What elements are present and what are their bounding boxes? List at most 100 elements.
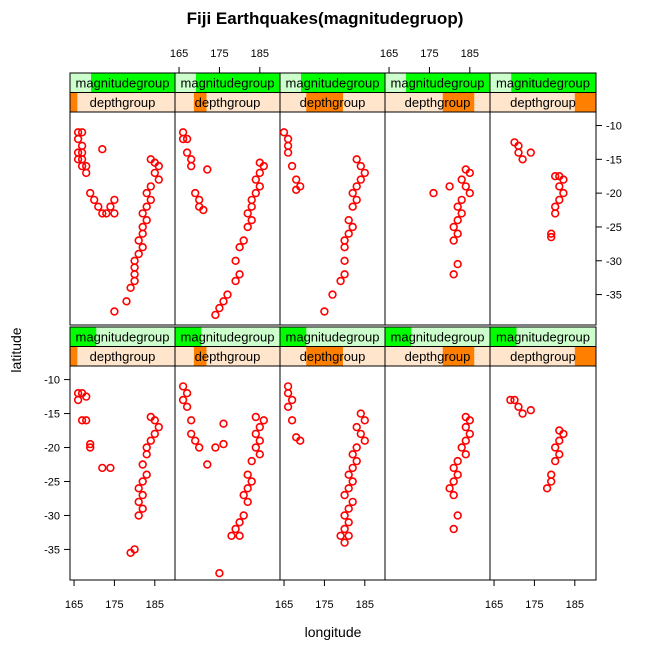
point-group xyxy=(506,395,568,493)
x-tick-label: 185 xyxy=(251,48,269,60)
depth-strip-level-bar xyxy=(70,346,78,366)
data-point xyxy=(352,195,361,205)
data-point xyxy=(89,195,99,205)
depth-strip: depthgroup xyxy=(489,346,597,367)
data-point xyxy=(259,416,268,425)
y-axis-label: latitude xyxy=(8,327,24,372)
data-point xyxy=(559,188,568,198)
data-point xyxy=(526,148,535,157)
data-point xyxy=(457,195,466,205)
data-point xyxy=(344,470,353,479)
data-point xyxy=(457,209,466,218)
data-point xyxy=(457,175,466,184)
panel-r1-c2: magnitudegroup depthgroup xyxy=(174,72,281,326)
data-point xyxy=(453,202,462,211)
data-point xyxy=(81,168,91,178)
data-point xyxy=(340,236,349,245)
data-point xyxy=(555,182,564,191)
data-point xyxy=(518,409,527,418)
x-tick-label: 185 xyxy=(146,599,164,611)
data-point xyxy=(235,518,244,527)
data-point xyxy=(247,456,256,466)
data-point xyxy=(550,443,560,452)
data-point xyxy=(126,283,135,292)
depth-strip-background xyxy=(490,346,596,366)
data-point xyxy=(352,155,361,164)
point-group xyxy=(73,389,164,557)
data-point xyxy=(235,270,244,279)
data-point xyxy=(219,297,228,306)
data-point xyxy=(138,222,147,232)
panel-border xyxy=(489,111,597,326)
data-point xyxy=(247,202,256,211)
point-group xyxy=(283,382,369,547)
data-point xyxy=(255,436,264,445)
data-point xyxy=(98,463,107,473)
data-point xyxy=(81,416,91,425)
data-point xyxy=(255,168,264,178)
data-point xyxy=(510,395,519,405)
data-point xyxy=(239,490,248,500)
data-point xyxy=(344,531,353,540)
data-point xyxy=(449,524,458,534)
data-point xyxy=(356,161,365,171)
data-point xyxy=(235,243,244,252)
data-point xyxy=(251,412,261,422)
data-point xyxy=(231,256,240,265)
data-point xyxy=(150,416,160,425)
panel-border xyxy=(489,365,597,581)
depth-strip-background xyxy=(70,346,175,366)
magnitude-strip: magnitudegroup xyxy=(489,326,597,347)
data-point xyxy=(348,450,357,459)
data-point xyxy=(465,168,474,178)
depth-strip: depthgroup xyxy=(69,92,176,113)
depth-strip: depthgroup xyxy=(279,346,386,367)
depth-strip-background xyxy=(490,92,596,112)
data-point xyxy=(110,209,119,218)
data-point xyxy=(550,202,560,211)
magnitude-strip: magnitudegroup xyxy=(69,72,176,93)
y-tick-label: -20 xyxy=(44,443,60,455)
data-point xyxy=(449,222,458,232)
data-point xyxy=(287,416,297,425)
data-point xyxy=(81,392,91,401)
depth-strip: depthgroup xyxy=(69,346,176,367)
data-point xyxy=(239,236,248,245)
data-point xyxy=(465,416,474,425)
x-tick-label: 165 xyxy=(380,48,398,60)
data-point xyxy=(154,161,164,171)
panel-r1-c4: magnitudegroup depthgroup xyxy=(384,72,491,326)
data-point xyxy=(453,229,462,238)
depth-strip-level-bar xyxy=(574,92,596,112)
data-point xyxy=(340,511,349,520)
data-point xyxy=(191,436,200,445)
depth-strip-label: depthgroup xyxy=(195,349,261,364)
panel-border xyxy=(384,365,491,581)
data-point xyxy=(134,236,143,245)
data-point xyxy=(453,470,462,479)
data-point xyxy=(142,470,151,479)
panel-r1-c5: magnitudegroup depthgroup xyxy=(489,72,597,326)
magnitude-strip-level-bar xyxy=(280,327,307,347)
data-point xyxy=(340,256,349,265)
data-point xyxy=(559,429,568,439)
panel-border xyxy=(69,365,176,581)
data-point xyxy=(344,484,353,493)
x-tick-label: 175 xyxy=(210,48,228,60)
y-tick-label: -15 xyxy=(606,154,622,166)
data-point xyxy=(106,463,115,473)
data-point xyxy=(356,429,365,439)
magnitude-strip-level-bar xyxy=(511,73,596,93)
y-tick-label: -20 xyxy=(606,188,622,200)
data-point xyxy=(283,382,293,391)
data-point xyxy=(453,259,462,269)
depth-strip-label: depthgroup xyxy=(405,349,471,364)
magnitude-strip-level-bar xyxy=(91,73,175,93)
data-point xyxy=(546,232,556,242)
depth-strip: depthgroup xyxy=(174,346,281,367)
data-point xyxy=(283,148,293,157)
data-point xyxy=(239,511,248,520)
data-point xyxy=(445,182,454,191)
data-point xyxy=(182,389,192,398)
data-point xyxy=(142,188,151,198)
